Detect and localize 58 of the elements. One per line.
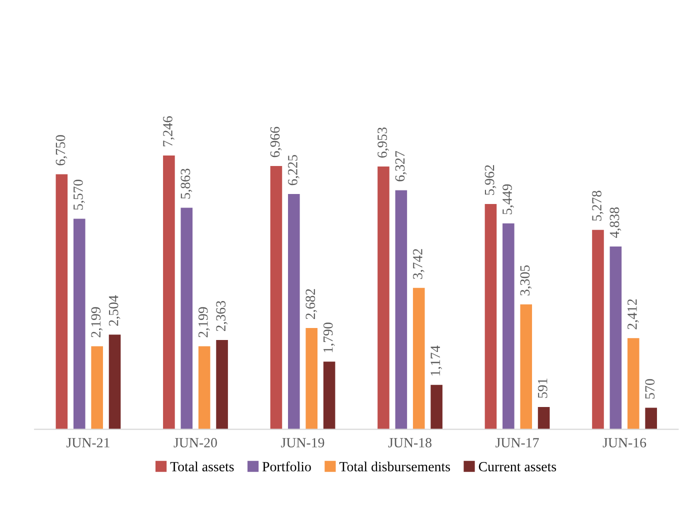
bar <box>484 204 497 430</box>
data-label: 2,363 <box>216 300 228 332</box>
data-label: 5,962 <box>484 165 496 195</box>
data-label: 3,742 <box>413 249 424 279</box>
legend-label: Total assets <box>170 462 234 472</box>
bar <box>412 288 425 430</box>
bar <box>430 384 442 430</box>
data-label: 2,199 <box>91 307 103 338</box>
bar <box>306 328 318 430</box>
x-tick-label: JUN-20 <box>174 438 217 448</box>
x-tick-label: JUN-17 <box>496 438 539 448</box>
x-tick-label: JUN-18 <box>388 438 432 448</box>
data-label: 6,966 <box>270 126 282 158</box>
data-label: 2,682 <box>306 289 318 319</box>
bar <box>108 334 121 430</box>
data-label: 6,953 <box>378 128 389 158</box>
data-label: 2,199 <box>198 307 210 338</box>
data-label: 4,838 <box>610 207 622 238</box>
data-label: 1,790 <box>323 322 335 352</box>
bar <box>627 338 640 430</box>
bar <box>610 246 622 430</box>
data-label: 2,504 <box>108 295 120 326</box>
bar <box>323 362 336 430</box>
data-label: 5,278 <box>592 190 604 221</box>
data-label: 5,449 <box>502 184 514 214</box>
bar <box>270 166 282 430</box>
bar <box>378 166 390 430</box>
x-tick-label: JUN-21 <box>66 438 110 448</box>
data-label: 570 <box>645 379 655 399</box>
bar <box>180 208 193 430</box>
data-label: 2,412 <box>628 299 639 330</box>
data-label: 3,305 <box>520 265 532 296</box>
x-tick-label: JUN-19 <box>281 438 324 448</box>
data-label: 1,174 <box>430 346 442 376</box>
data-label: 5,863 <box>180 168 192 199</box>
bar <box>288 194 300 430</box>
bar <box>56 174 68 430</box>
bar <box>520 304 532 430</box>
bar <box>645 408 657 430</box>
bar <box>163 155 175 430</box>
data-label: 6,750 <box>56 135 68 166</box>
data-label: 6,327 <box>395 151 407 182</box>
bar <box>592 230 604 430</box>
legend-label: Current assets <box>478 462 556 472</box>
bar <box>216 340 228 430</box>
bar <box>73 218 86 430</box>
bar <box>538 406 550 430</box>
legend-label: Portfolio <box>262 461 311 472</box>
data-label: 5,570 <box>73 180 85 210</box>
bar <box>395 190 408 430</box>
bar <box>198 346 210 430</box>
bar <box>502 223 514 430</box>
x-tick-label: JUN-16 <box>602 438 646 448</box>
bar <box>91 346 103 430</box>
data-label: 591 <box>538 378 548 398</box>
legend-label: Total disbursements <box>339 462 450 472</box>
data-label: 6,225 <box>288 155 300 186</box>
data-label: 7,246 <box>163 116 174 146</box>
